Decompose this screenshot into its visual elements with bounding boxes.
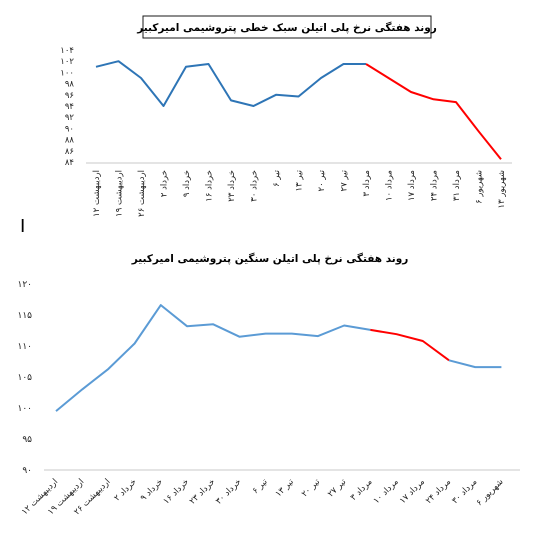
chart-2: روند هفتگی نرخ پلی اتیلن سنگین پتروشیمی … [17, 252, 520, 517]
chart-1-y-tick-label: ۹۸ [65, 80, 75, 90]
chart-1-y-tick-label: ۱۰۲ [60, 57, 74, 67]
chart-2-x-tick-label: ۱۳ تیر [274, 477, 297, 500]
chart-2-x-tick-label: ۲۰ تیر [300, 477, 323, 500]
chart-1-x-tick-label: ۲۶ اردیبهشت [137, 170, 147, 217]
chart-1-x-tick-label: ۶ شهریور [475, 170, 485, 204]
chart-1-forecast-line [365, 63, 502, 160]
chart-1-x-tick-label: ۶ تیر [272, 169, 282, 187]
chart-2-x-tick-label: ۲۷ تیر [326, 477, 349, 500]
chart-2-y-tick-label: ۱۱۰ [17, 342, 32, 352]
chart-1-y-tick-label: ۸۶ [65, 147, 74, 157]
chart-2-x-tick-label: ۱۰ مرداد [372, 477, 401, 506]
chart-2-y-tick-label: ۹۵ [22, 435, 32, 445]
chart-1-x-tick-label: ۱۲ اردیبهشت [92, 170, 102, 217]
chart-1-title: روند هفتگی نرخ پلی اتیلن سبک خطی پتروشیم… [136, 21, 437, 34]
chart-1-x-tick-label: ۲ خرداد [160, 170, 170, 197]
chart-1-y-tick-label: ۸۸ [65, 136, 75, 146]
chart-1-y-tick-label: ۸۴ [65, 158, 74, 168]
chart-2-y-tick-label: ۱۰۵ [17, 373, 32, 383]
side-marker: I [20, 216, 25, 237]
chart-2-tail-line [448, 359, 502, 369]
chart-2-x-tick-label: ۱۷ مرداد [398, 477, 427, 506]
chart-1-x-tick-label: ۳ مرداد [362, 170, 372, 196]
chart-1-y-tick-label: ۹۲ [65, 113, 75, 123]
chart-2-y-tick-label: ۱۲۰ [17, 280, 32, 290]
chart-1-title-box [142, 15, 432, 39]
chart-2-actual-line [55, 304, 371, 412]
chart-2-y-tick-label: ۱۱۵ [17, 311, 32, 321]
chart-1-x-tick-label: ۲۰ تیر [317, 169, 327, 191]
chart-2-x-tick-label: ۲۳ خرداد [188, 477, 218, 507]
chart-1-actual-line [95, 60, 366, 107]
chart-1-x-tick-label: ۱۳ شهریور [497, 170, 507, 208]
chart-2-x-tick-label: ۳۰ خرداد [214, 477, 244, 507]
chart-2-title: روند هفتگی نرخ پلی اتیلن سنگین پتروشیمی … [131, 252, 409, 265]
chart-2-x-tick-label: ۶ تیر [251, 477, 270, 496]
chart-1-x-tick-label: ۲۴ مرداد [430, 170, 440, 201]
chart-1-x-tick-label: ۱۷ مرداد [407, 170, 417, 201]
chart-1-x-tick-label: ۱۹ اردیبهشت [115, 170, 125, 217]
chart-1-y-tick-label: ۱۰۰ [60, 68, 74, 78]
chart-1-x-tick-label: ۱۰ مرداد [385, 170, 395, 201]
chart-1-x-tick-label: ۳۱ مرداد [452, 170, 462, 201]
chart-1-y-tick-label: ۹۰ [65, 124, 74, 134]
chart-2-x-tick-label: ۲۴ مرداد [424, 477, 453, 506]
chart-1-series [95, 60, 502, 160]
chart-2-y-tick-label: ۹۰ [22, 466, 32, 476]
chart-2-x-tick-label: ۲ خرداد [112, 477, 138, 503]
chart-2-x-tick-label: ۶ شهریور [474, 477, 505, 508]
chart-2-x-tick-label: ۱۶ خرداد [162, 477, 192, 507]
chart-1-x-axis: ۱۲ اردیبهشت ۱۹ اردیبهشت ۲۶ اردیبهشت ۲ خرداد… [92, 169, 507, 217]
chart-1-x-tick-label: ۲۷ تیر [340, 169, 350, 191]
chart-1-x-tick-label: ۱۳ تیر [295, 169, 305, 191]
chart-1-y-tick-label: ۹۶ [65, 91, 74, 101]
chart-1-y-tick-label: ۹۴ [65, 102, 74, 112]
chart-1-x-tick-label: ۲۳ خرداد [227, 170, 237, 202]
chart-1-x-tick-label: ۹ خرداد [182, 170, 192, 197]
chart-1-x-tick-label: ۳۰ خرداد [250, 170, 260, 202]
chart-2-y-tick-label: ۱۰۰ [17, 404, 32, 414]
chart-1-x-tick-label: ۱۶ خرداد [205, 170, 215, 202]
chart-2-series [55, 304, 502, 412]
chart-1-y-tick-label: ۱۰۴ [60, 46, 74, 56]
chart-1: روند هفتگی نرخ پلی اتیلن سبک خطی پتروشیم… [60, 15, 512, 217]
chart-2-forecast-line [370, 328, 450, 362]
chart-2-y-axis: ۹۰ ۹۵ ۱۰۰ ۱۰۵ ۱۱۰ ۱۱۵ ۱۲۰ [17, 280, 32, 476]
